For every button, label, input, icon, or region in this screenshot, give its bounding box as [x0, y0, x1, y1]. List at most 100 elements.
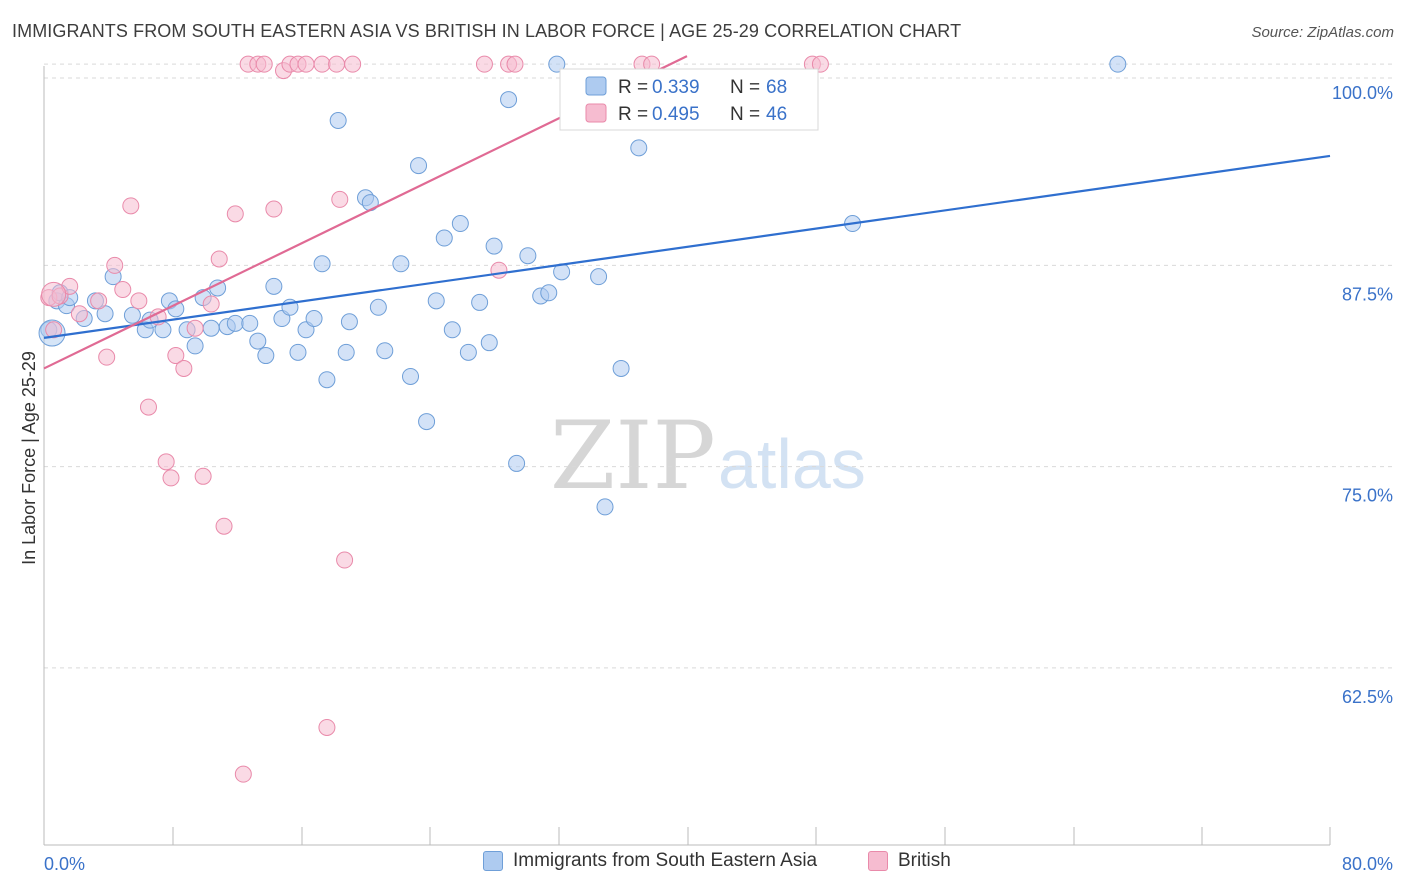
point-british — [45, 321, 63, 339]
point-british — [331, 190, 349, 208]
point-southeast-asia — [289, 343, 307, 361]
point-southeast-asia — [443, 321, 461, 339]
point-southeast-asia — [1109, 55, 1127, 73]
stats-r-label-blue: R = — [618, 77, 648, 98]
point-british — [202, 295, 220, 313]
chart-title: IMMIGRANTS FROM SOUTH EASTERN ASIA VS BR… — [12, 21, 962, 41]
point-british — [255, 55, 273, 73]
x-tick-labels: 0.0% 80.0% — [44, 854, 1393, 874]
point-southeast-asia — [329, 112, 347, 129]
point-british — [98, 348, 116, 366]
point-southeast-asia — [369, 298, 387, 316]
watermark: ZIP atlas — [550, 402, 866, 511]
point-british — [210, 250, 228, 268]
point-southeast-asia — [241, 314, 259, 332]
stats-n-label-blue: N = — [730, 77, 760, 98]
watermark-atlas: atlas — [718, 425, 866, 503]
point-southeast-asia — [435, 229, 453, 247]
stats-r-value-blue: 0.339 — [652, 77, 700, 98]
point-southeast-asia — [540, 284, 558, 302]
point-southeast-asia — [471, 293, 489, 311]
legend-label-british: British — [898, 850, 951, 871]
series-british-points — [40, 55, 829, 783]
point-british — [70, 305, 88, 323]
point-southeast-asia — [226, 314, 244, 332]
series-legend: Immigrants from South Eastern Asia Briti… — [0, 850, 1406, 880]
point-southeast-asia — [427, 292, 445, 310]
point-southeast-asia — [596, 498, 614, 516]
legend-label-southeast-asia: Immigrants from South Eastern Asia — [513, 850, 818, 871]
point-southeast-asia — [630, 139, 648, 157]
point-british — [344, 55, 362, 73]
point-southeast-asia — [318, 371, 336, 389]
point-southeast-asia — [500, 91, 518, 109]
y-tick-label: 75.0% — [1342, 486, 1393, 506]
point-british — [336, 551, 354, 569]
point-british — [122, 197, 140, 215]
point-british — [114, 281, 132, 299]
point-british — [194, 467, 212, 485]
point-southeast-asia — [480, 334, 498, 352]
point-southeast-asia — [451, 215, 469, 233]
point-british — [506, 55, 524, 73]
point-southeast-asia — [257, 347, 275, 365]
point-southeast-asia — [376, 342, 394, 360]
point-british — [162, 469, 180, 487]
point-southeast-asia — [418, 413, 436, 431]
stats-n-value-blue: 68 — [766, 77, 787, 98]
stats-swatch-blue — [585, 76, 607, 96]
point-british — [318, 718, 336, 736]
point-british — [226, 205, 244, 223]
y-tick-labels: 62.5% 75.0% 87.5% 100.0% — [1332, 83, 1393, 707]
point-southeast-asia — [202, 319, 220, 337]
point-southeast-asia — [123, 306, 141, 324]
point-southeast-asia — [485, 237, 503, 255]
point-southeast-asia — [519, 247, 537, 265]
point-british — [297, 55, 315, 73]
legend-item-southeast-asia[interactable]: Immigrants from South Eastern Asia — [483, 850, 817, 872]
point-southeast-asia — [186, 337, 204, 355]
point-british — [490, 261, 508, 279]
point-southeast-asia — [337, 343, 355, 361]
point-southeast-asia — [590, 268, 608, 286]
point-british — [157, 453, 175, 471]
point-southeast-asia — [392, 255, 410, 273]
y-tick-label: 87.5% — [1342, 284, 1393, 304]
point-british — [234, 765, 252, 783]
gridlines — [44, 63, 1392, 669]
stats-n-value-pink: 46 — [766, 104, 787, 125]
point-british — [139, 398, 157, 416]
point-british — [313, 55, 331, 73]
watermark-zip: ZIP — [550, 402, 716, 511]
legend-swatch-blue — [483, 851, 503, 871]
point-british — [106, 256, 124, 274]
point-southeast-asia — [313, 255, 331, 273]
point-southeast-asia — [265, 277, 283, 295]
point-southeast-asia — [508, 454, 526, 472]
y-tick-label: 100.0% — [1332, 83, 1393, 103]
stats-legend-box: R = 0.339 N = 68 R = 0.495 N = 46 — [559, 68, 819, 131]
point-british — [811, 55, 829, 73]
point-british — [328, 55, 346, 73]
x-tick-label-max: 80.0% — [1342, 854, 1393, 874]
y-axis-label: In Labor Force | Age 25-29 — [19, 351, 39, 565]
stats-n-label-pink: N = — [730, 104, 760, 125]
point-british-cluster — [41, 281, 67, 307]
stats-r-value-pink: 0.495 — [652, 104, 700, 125]
trendline-southeast-asia — [43, 154, 1331, 339]
point-british — [265, 200, 283, 218]
point-british — [167, 347, 185, 365]
legend-item-british[interactable]: British — [868, 850, 951, 872]
point-southeast-asia — [305, 310, 323, 328]
source-credit: Source: ZipAtlas.com — [1251, 24, 1394, 41]
point-southeast-asia — [402, 367, 420, 385]
point-british — [130, 292, 148, 310]
stats-r-label-pink: R = — [618, 104, 648, 125]
stats-swatch-pink — [585, 103, 607, 123]
point-british — [175, 359, 193, 377]
point-southeast-asia — [340, 313, 358, 331]
legend-swatch-pink — [868, 851, 888, 871]
point-british — [215, 517, 233, 535]
axes — [43, 66, 1331, 846]
